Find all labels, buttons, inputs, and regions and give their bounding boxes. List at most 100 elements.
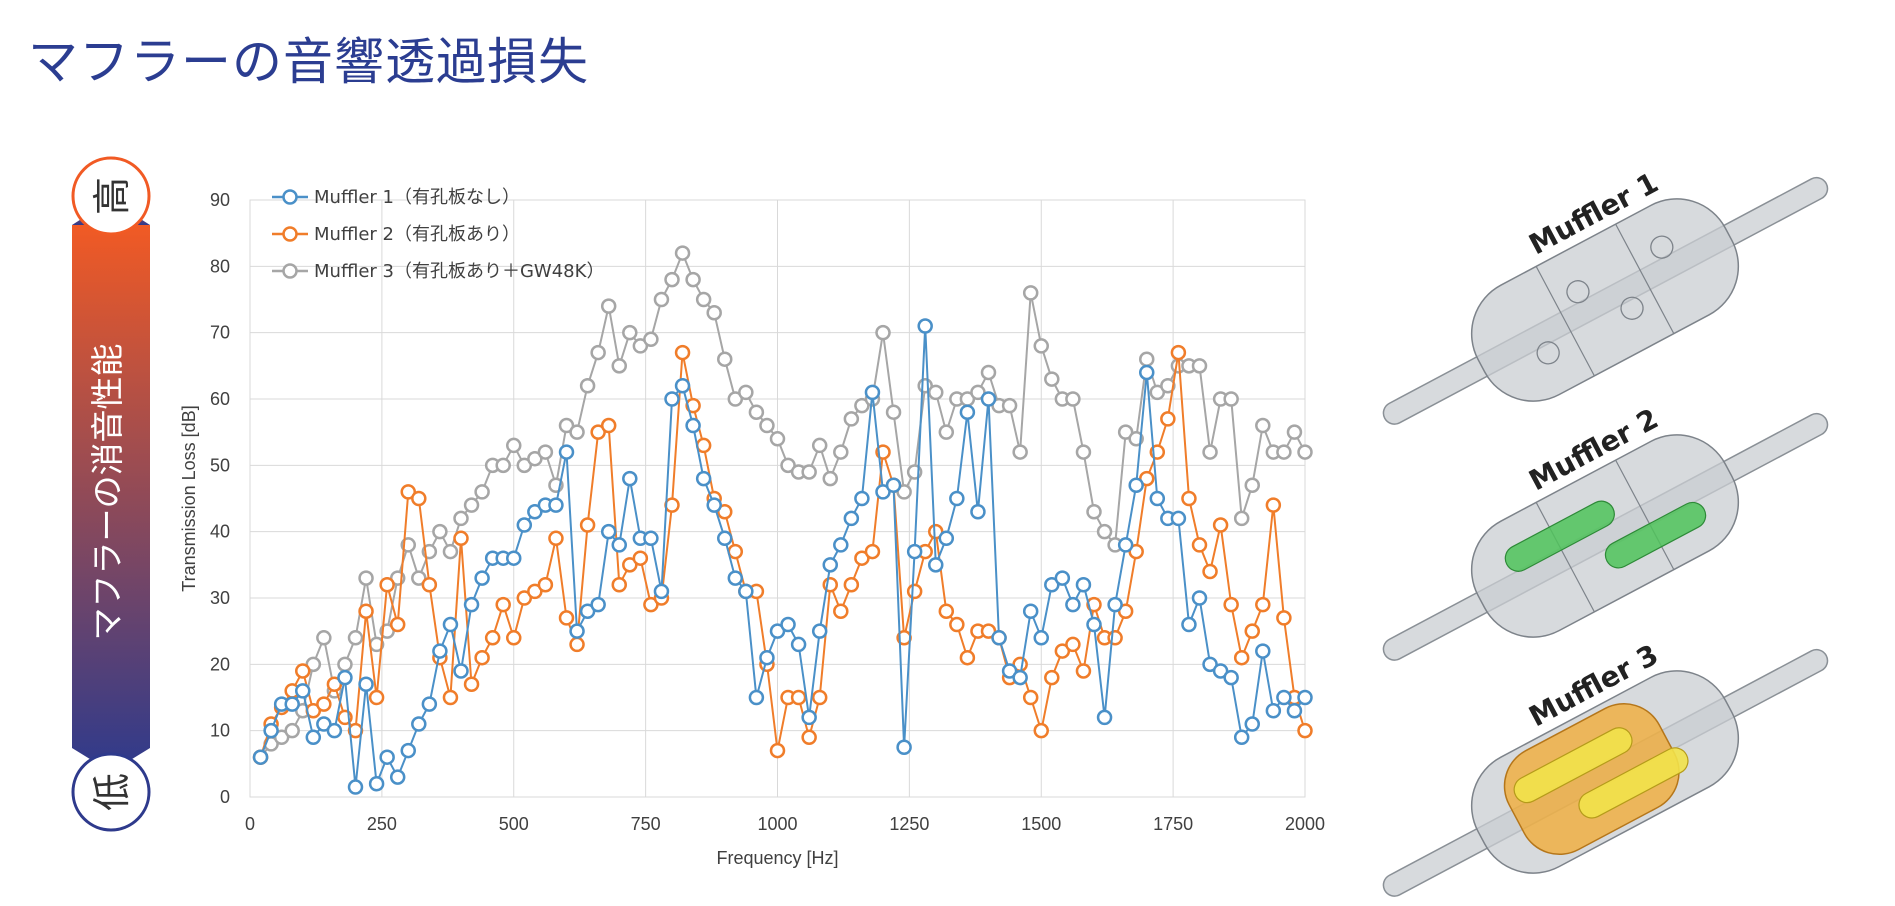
data-point-series-1 (579, 603, 596, 620)
data-point-series-1 (474, 570, 490, 586)
data-point-series-3 (1075, 444, 1092, 460)
data-point-series-2 (548, 530, 564, 547)
data-point-series-1 (516, 517, 533, 533)
data-point-series-1 (590, 596, 606, 613)
data-point-series-1 (653, 583, 670, 600)
data-point-series-3 (358, 570, 374, 586)
data-point-series-2 (368, 689, 385, 706)
data-point-series-3 (643, 331, 659, 348)
data-point-series-3 (727, 391, 744, 407)
data-point-series-2 (1160, 411, 1176, 427)
data-point-series-3 (896, 484, 912, 500)
data-point-series-1 (358, 676, 374, 692)
data-point-series-3 (442, 543, 459, 560)
data-point-series-3 (1117, 424, 1134, 440)
data-point-series-3 (674, 245, 691, 261)
data-point-series-3 (801, 464, 817, 480)
data-point-series-1 (1139, 364, 1155, 381)
data-point-series-1 (801, 709, 817, 726)
data-point-series-3 (1139, 351, 1155, 367)
data-point-series-1 (263, 722, 279, 739)
data-point-series-2 (316, 696, 332, 712)
data-point-series-3 (1012, 444, 1028, 460)
data-point-series-1 (896, 739, 912, 755)
data-point-series-2 (442, 689, 459, 706)
data-point-series-2 (1170, 344, 1187, 361)
data-point-series-2 (980, 623, 997, 639)
data-point-series-3 (1255, 417, 1271, 434)
data-point-series-2 (1181, 490, 1197, 507)
data-point-series-3 (980, 364, 997, 381)
data-point-series-1 (790, 636, 807, 653)
data-point-series-1 (411, 716, 427, 732)
data-point-series-3 (632, 338, 649, 354)
data-point-series-2 (1276, 610, 1292, 626)
y-tick-label: 0 (220, 787, 230, 807)
data-point-series-1 (928, 557, 944, 573)
y-tick-label: 60 (210, 389, 230, 409)
data-point-series-3 (453, 510, 469, 527)
data-point-series-2 (1117, 603, 1134, 620)
data-point-series-3 (432, 523, 448, 540)
data-point-series-2 (463, 676, 480, 692)
data-point-series-2 (537, 576, 554, 593)
data-point-series-3 (273, 729, 290, 746)
data-point-series-2 (389, 616, 406, 633)
data-point-series-2 (643, 596, 659, 613)
data-point-series-3 (527, 450, 543, 467)
data-point-series-2 (811, 689, 828, 706)
data-point-series-1 (1212, 663, 1229, 679)
data-point-series-2 (411, 490, 427, 507)
data-point-series-1 (674, 377, 691, 394)
data-point-series-2 (622, 557, 638, 573)
data-point-series-2 (611, 576, 627, 593)
data-point-series-1 (833, 537, 849, 553)
data-point-series-2 (959, 649, 976, 666)
x-tick-label: 1250 (889, 814, 929, 834)
data-point-series-3 (653, 291, 670, 308)
data-point-series-3 (664, 271, 680, 288)
data-point-series-2 (358, 603, 374, 620)
x-tick-label: 1000 (757, 814, 797, 834)
data-point-series-2 (326, 676, 343, 692)
data-point-series-3 (1286, 424, 1303, 440)
data-point-series-2 (295, 663, 311, 679)
legend-swatch-marker (282, 189, 298, 205)
data-point-series-3 (843, 411, 860, 427)
y-tick-label: 40 (210, 522, 230, 542)
data-point-series-1 (885, 477, 902, 493)
data-point-series-1 (600, 523, 617, 540)
data-point-series-1 (906, 543, 923, 560)
data-point-series-2 (453, 530, 469, 547)
legend-entry: Muffler 1（有孔板なし） (314, 187, 520, 208)
data-point-series-1 (1096, 709, 1113, 726)
data-point-series-1 (1244, 716, 1260, 732)
data-point-series-3 (590, 344, 606, 361)
data-point-series-2 (516, 590, 533, 606)
data-point-series-3 (516, 457, 533, 474)
data-point-series-1 (959, 404, 976, 421)
data-point-series-3 (1191, 358, 1208, 374)
data-point-series-1 (864, 384, 881, 401)
data-point-series-1 (400, 742, 416, 759)
data-point-series-3 (1233, 510, 1250, 527)
data-point-series-1 (506, 550, 522, 566)
data-point-series-3 (928, 384, 944, 401)
data-point-series-2 (569, 636, 585, 653)
data-point-series-3 (769, 431, 786, 447)
legend-entry: Muffler 3（有孔板あり＋GW48K） (314, 261, 604, 282)
x-tick-label: 1500 (1021, 814, 1061, 834)
data-point-series-1 (1001, 663, 1018, 679)
data-point-series-1 (1276, 689, 1292, 706)
data-point-series-1 (1181, 616, 1197, 633)
data-point-series-1 (917, 318, 933, 334)
data-point-series-1 (558, 444, 575, 460)
data-point-series-1 (685, 417, 701, 434)
data-point-series-3 (811, 437, 828, 454)
data-point-series-1 (1202, 656, 1218, 673)
data-point-series-3 (885, 404, 902, 421)
data-point-series-1 (854, 490, 870, 507)
data-point-series-1 (643, 530, 659, 547)
data-point-series-1 (664, 391, 680, 407)
